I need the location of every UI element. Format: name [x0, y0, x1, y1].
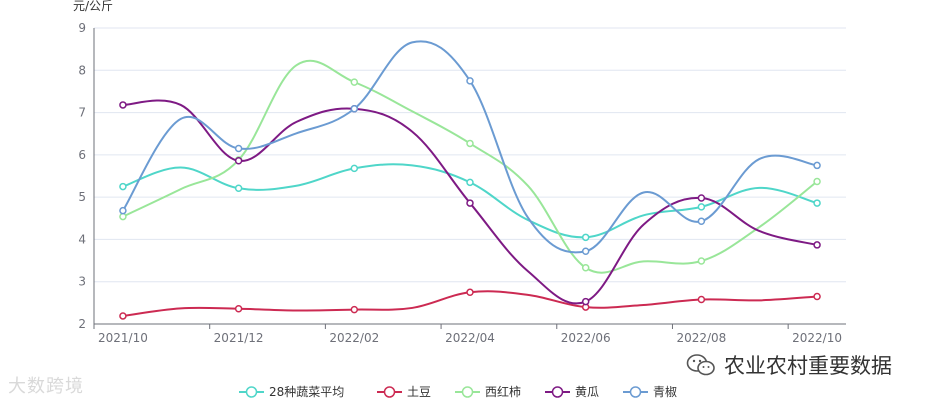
series-3[interactable] — [119, 59, 821, 274]
watermark-left-text: 大数跨境 — [8, 376, 84, 397]
legend-item[interactable]: 土豆 — [377, 385, 431, 399]
data-point[interactable] — [119, 312, 127, 320]
y-tick-label: 4 — [78, 232, 86, 246]
data-point[interactable] — [466, 288, 474, 297]
axes: 2 3 4 5 6 7 8 9 2021/10 2021/12 2022/02 2022/04 2022… — [78, 21, 846, 345]
data-point[interactable] — [581, 297, 590, 306]
legend-label: 土豆 — [407, 385, 431, 399]
data-point[interactable] — [581, 233, 590, 242]
data-point[interactable] — [119, 101, 127, 109]
data-point[interactable] — [813, 292, 821, 301]
legend-label: 28种蔬菜平均 — [269, 385, 344, 399]
series-2[interactable] — [119, 288, 821, 320]
data-point[interactable] — [350, 105, 359, 113]
data-point[interactable] — [813, 177, 821, 186]
legend-item[interactable]: 黄瓜 — [545, 385, 599, 399]
x-tick-label: 2022/04 — [445, 331, 495, 345]
legend-label: 黄瓜 — [575, 385, 599, 399]
y-tick-label: 8 — [78, 63, 86, 77]
data-point[interactable] — [234, 184, 243, 193]
x-tick-label: 2022/10 — [792, 331, 842, 345]
legend-item[interactable]: 西红柿 — [455, 384, 521, 399]
data-point[interactable] — [466, 178, 474, 187]
data-point[interactable] — [697, 203, 706, 211]
data-point[interactable] — [813, 199, 821, 207]
watermark-right: 农业农村重要数据 — [686, 348, 892, 382]
data-point[interactable] — [697, 194, 706, 202]
data-point[interactable] — [466, 139, 474, 148]
data-point[interactable] — [234, 305, 243, 313]
legend-marker-icon — [629, 386, 642, 398]
y-tick-label: 9 — [78, 21, 86, 35]
legend-marker-icon — [551, 386, 564, 398]
data-point[interactable] — [466, 199, 474, 207]
legend-label: 青椒 — [653, 385, 677, 399]
data-point[interactable] — [581, 247, 590, 256]
data-point[interactable] — [350, 164, 359, 173]
data-point[interactable] — [466, 77, 474, 85]
y-tick-label: 2 — [78, 317, 86, 331]
data-point[interactable] — [119, 212, 127, 221]
series-lines — [119, 40, 821, 320]
wechat-icon — [686, 354, 715, 376]
x-tick-label: 2021/12 — [214, 331, 264, 345]
data-point[interactable] — [119, 206, 127, 215]
data-point[interactable] — [813, 241, 821, 249]
legend-marker-icon — [383, 386, 396, 398]
data-point[interactable] — [234, 144, 243, 153]
data-point[interactable] — [697, 257, 706, 265]
grid-lines — [94, 27, 846, 283]
legend-item[interactable]: 28种蔬菜平均 — [239, 385, 344, 399]
y-tick-label: 3 — [78, 275, 86, 289]
data-point[interactable] — [697, 295, 706, 304]
data-point[interactable] — [697, 217, 706, 225]
x-tick-label: 2022/06 — [561, 331, 611, 345]
y-tick-label: 5 — [78, 190, 86, 204]
series-5[interactable] — [119, 40, 821, 256]
legend-label: 西红柿 — [485, 384, 521, 399]
x-tick-label: 2022/08 — [676, 331, 726, 345]
data-point[interactable] — [350, 305, 359, 314]
legend-marker-icon — [461, 386, 474, 398]
data-point[interactable] — [350, 78, 359, 86]
y-tick-label: 6 — [78, 148, 86, 162]
series-line[interactable] — [122, 59, 818, 274]
watermark-right-text: 农业农村重要数据 — [724, 354, 892, 378]
watermark-left: 大数跨境 — [8, 372, 84, 398]
data-point[interactable] — [581, 264, 590, 272]
legend[interactable]: 28种蔬菜平均 土豆 西红柿 黄瓜 青椒 — [239, 384, 677, 399]
legend-item[interactable]: 青椒 — [623, 385, 677, 399]
series-4[interactable] — [119, 99, 821, 306]
y-tick-label: 7 — [78, 106, 86, 120]
series-1[interactable] — [119, 163, 821, 242]
data-point[interactable] — [234, 157, 243, 165]
data-point[interactable] — [119, 182, 127, 191]
legend-marker-icon — [245, 386, 258, 398]
x-tick-label: 2022/02 — [329, 331, 379, 345]
x-tick-label: 2021/10 — [98, 331, 148, 345]
y-axis-label: 元/公斤 — [73, 0, 113, 13]
data-point[interactable] — [813, 161, 821, 170]
